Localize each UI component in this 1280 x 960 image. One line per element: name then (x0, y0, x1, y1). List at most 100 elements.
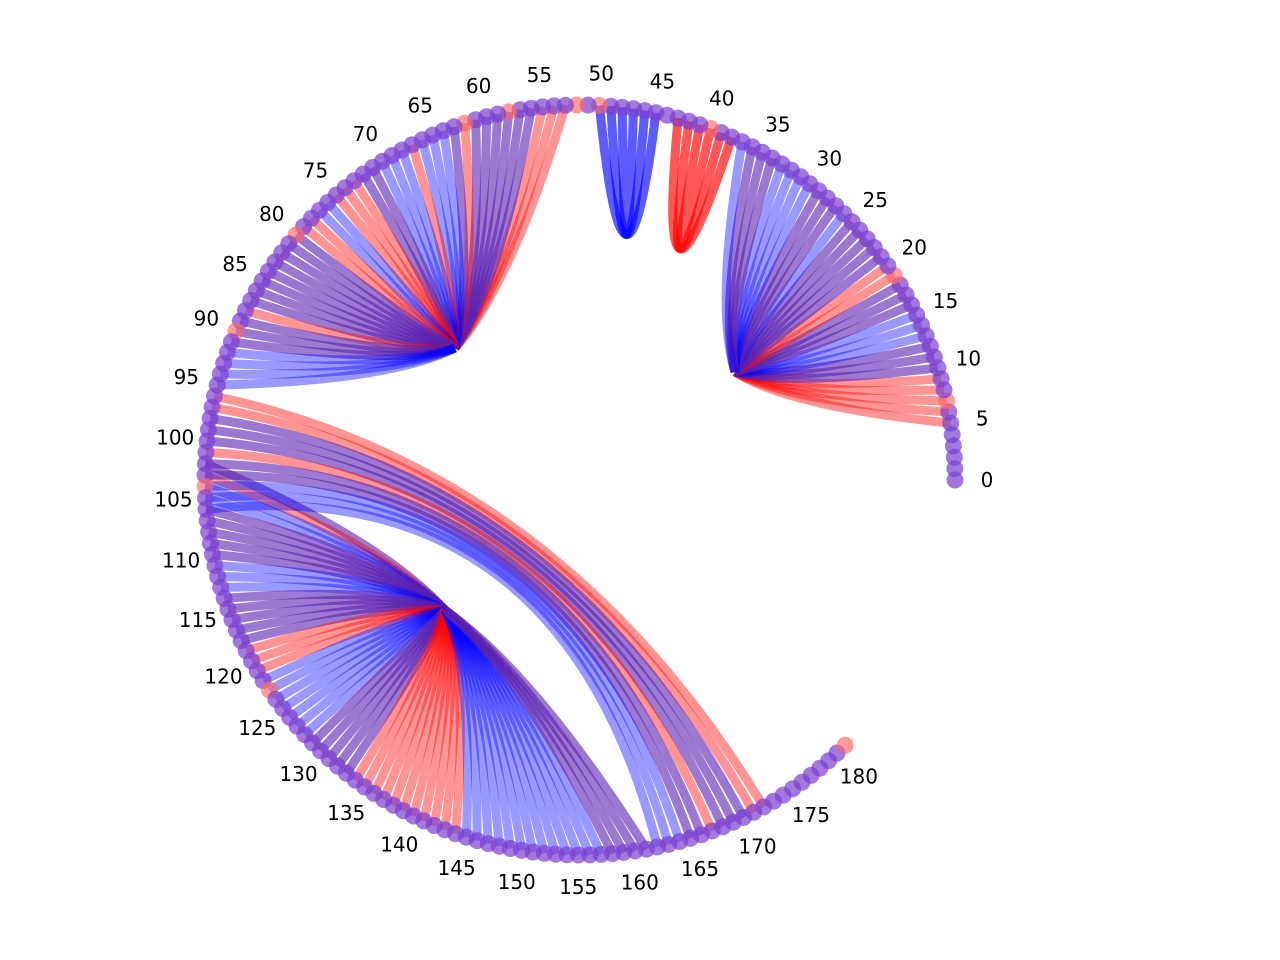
chord-lower (419, 608, 453, 822)
tick-label: 15 (933, 289, 958, 313)
chord-lower (409, 609, 452, 818)
chord-upper-left (341, 185, 459, 351)
chord-upper-left (217, 343, 458, 390)
chord-lower (369, 609, 450, 796)
chord-upper-left (428, 134, 463, 349)
chord-lower (389, 609, 450, 807)
tick-label-layer: 0 5 10 15 20 25 30 35 40 45 50 55 60 65 70 75 80 85 90 95 10… (154, 62, 993, 899)
tick-label: 115 (179, 608, 217, 632)
tick-label: 55 (527, 63, 552, 87)
tick-label: 75 (303, 159, 328, 183)
node (836, 736, 854, 754)
chord-lower (273, 605, 447, 704)
chord-lower (351, 608, 450, 783)
chord-upper-left (449, 126, 469, 350)
chord-top-loop-red (668, 117, 736, 254)
chord-top-loop-blue (617, 107, 638, 239)
chord-lower (255, 605, 446, 675)
tick-label: 110 (162, 549, 200, 573)
chord-upper-right (724, 145, 757, 374)
chord-lower (239, 603, 446, 645)
tick-label: 155 (559, 875, 597, 899)
chord-top-loop-blue (606, 106, 650, 239)
chord-lower (441, 607, 527, 852)
chord-lower (441, 607, 504, 847)
tick-label: 150 (498, 870, 536, 894)
tick-label: 40 (709, 87, 734, 111)
tick-label: 70 (353, 122, 378, 146)
chord-top-loop-blue (595, 105, 661, 239)
chord-lower (440, 608, 465, 835)
chord-lower (244, 605, 446, 656)
tick-label: 80 (259, 202, 284, 226)
chord-lower (360, 609, 450, 790)
chord-layer (203, 104, 952, 857)
chord-top-loop-red (673, 120, 726, 253)
chord-upper-right (721, 141, 747, 374)
chord-upper-left (220, 343, 457, 379)
tick-label: 140 (380, 833, 418, 857)
tick-label: 160 (621, 871, 659, 895)
tick-label: 0 (981, 468, 994, 492)
chord-lower (440, 607, 482, 841)
tick-label: 5 (976, 406, 989, 430)
chord-lower (441, 607, 515, 850)
chord-upper-left (350, 178, 460, 350)
chord-lower (379, 609, 450, 802)
chord-lower (440, 608, 460, 831)
chord-lower (441, 607, 493, 844)
chord-long (204, 481, 684, 843)
chord-top-loop-red (668, 117, 736, 254)
tick-label: 125 (238, 716, 276, 740)
chord-lower (442, 606, 651, 852)
tick-label: 25 (862, 188, 887, 212)
tick-label: 85 (222, 252, 247, 276)
chord-upper-left (226, 343, 457, 365)
tick-label: 180 (840, 764, 878, 788)
tick-label: 170 (738, 834, 776, 858)
chord-upper-left (417, 138, 461, 349)
chord-long (205, 491, 673, 846)
chord-lower (441, 607, 549, 855)
node-layer (196, 96, 964, 864)
chord-lower (399, 609, 451, 813)
chord-top-loop-red (675, 123, 715, 253)
chord-upper-left (223, 343, 457, 371)
chord-upper-left (332, 192, 459, 351)
chord-long (205, 447, 717, 833)
chord-top-loop-blue (606, 106, 650, 239)
tick-label: 130 (279, 762, 317, 786)
chord-top-loop-blue (595, 105, 661, 239)
tick-label: 165 (681, 857, 719, 881)
tick-label: 145 (438, 856, 476, 880)
tick-label: 120 (204, 664, 242, 688)
chord-lower (261, 605, 446, 685)
chord-lower (267, 605, 446, 694)
chord-top-loop-red (673, 120, 726, 253)
chord-top-loop-blue (617, 107, 638, 239)
tick-label: 95 (174, 365, 199, 389)
chord-lower (441, 607, 538, 853)
chord-long (207, 425, 738, 825)
tick-label: 65 (407, 94, 432, 118)
tick-label: 60 (466, 74, 491, 98)
chord-long (204, 470, 695, 840)
tick-label: 10 (956, 346, 981, 370)
tick-label: 35 (765, 112, 790, 136)
chord-long (206, 436, 727, 829)
chord-long (205, 501, 662, 849)
chord-top-loop-red (675, 123, 715, 253)
tick-label: 175 (792, 803, 830, 827)
chord-long (213, 391, 768, 810)
chord-lower (342, 608, 450, 776)
chord-lower (249, 605, 446, 666)
chord-upper-left (359, 171, 460, 350)
chord-lower (440, 608, 473, 838)
chord-long (209, 413, 748, 820)
chord-upper-right (732, 368, 952, 428)
tick-label: 105 (154, 487, 192, 511)
chord-long (211, 402, 758, 815)
chord-upper-left (230, 337, 457, 360)
tick-label: 50 (588, 62, 613, 86)
